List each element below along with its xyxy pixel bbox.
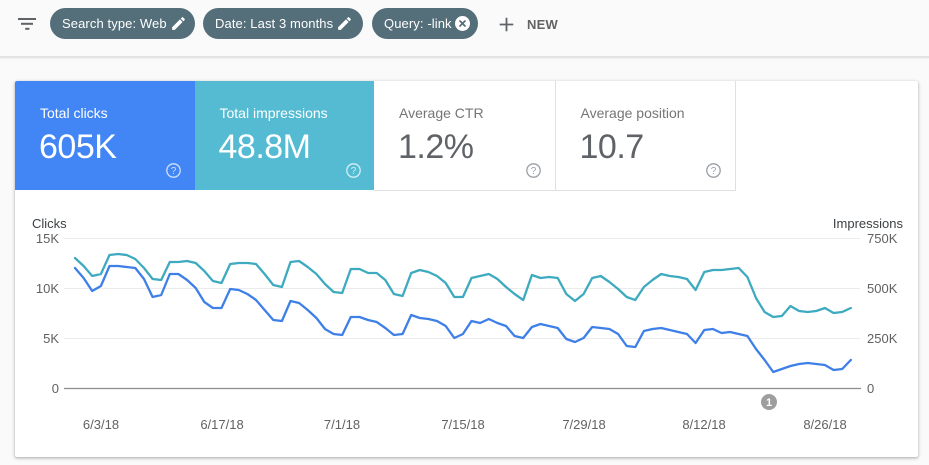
svg-text:?: ? xyxy=(350,166,356,177)
svg-text:1: 1 xyxy=(766,397,772,409)
svg-text:?: ? xyxy=(531,166,537,177)
svg-text:?: ? xyxy=(171,166,177,177)
svg-text:?: ? xyxy=(710,166,716,177)
